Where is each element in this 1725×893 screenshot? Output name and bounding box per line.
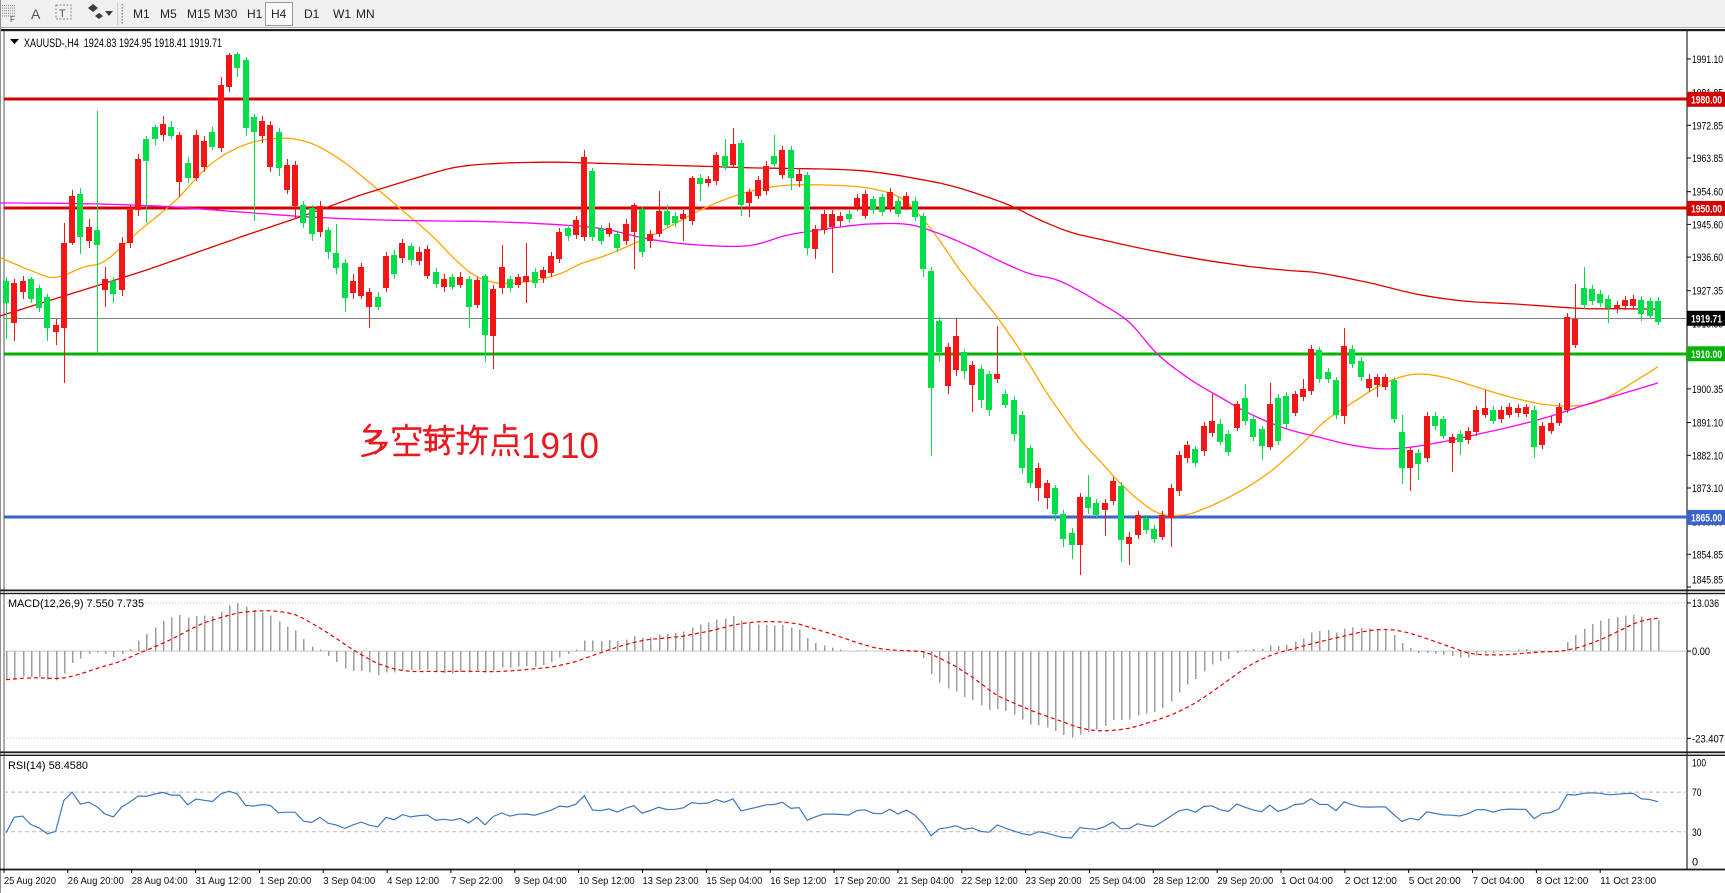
svg-text:1927.35: 1927.35 <box>1692 286 1723 298</box>
svg-text:13 Sep 23:00: 13 Sep 23:00 <box>643 875 699 887</box>
svg-text:MACD(12,26,9) 7.550 7.735: MACD(12,26,9) 7.550 7.735 <box>8 598 144 610</box>
svg-text:1936.60: 1936.60 <box>1692 252 1723 264</box>
svg-text:21 Sep 04:00: 21 Sep 04:00 <box>898 875 954 887</box>
svg-text:M30: M30 <box>214 7 238 21</box>
svg-text:1980.00: 1980.00 <box>1691 94 1722 106</box>
svg-text:29 Sep 20:00: 29 Sep 20:00 <box>1217 875 1273 887</box>
svg-text:1945.60: 1945.60 <box>1692 219 1723 231</box>
svg-text:1963.85: 1963.85 <box>1692 153 1723 165</box>
svg-text:23 Sep 20:00: 23 Sep 20:00 <box>1026 875 1082 887</box>
svg-text:70: 70 <box>1692 787 1702 799</box>
svg-text:15 Sep 04:00: 15 Sep 04:00 <box>706 875 762 887</box>
svg-text:30: 30 <box>1692 827 1702 839</box>
svg-text:2 Oct 12:00: 2 Oct 12:00 <box>1345 875 1397 887</box>
svg-text:RSI(14) 58.4580: RSI(14) 58.4580 <box>8 760 88 772</box>
svg-text:1954.60: 1954.60 <box>1692 187 1723 199</box>
svg-text:1900.35: 1900.35 <box>1692 384 1723 396</box>
svg-text:M15: M15 <box>187 7 211 21</box>
svg-text:10 Sep 12:00: 10 Sep 12:00 <box>579 875 635 887</box>
svg-text:31 Aug 12:00: 31 Aug 12:00 <box>196 875 252 887</box>
svg-text:1991.10: 1991.10 <box>1692 54 1723 66</box>
svg-text:H4: H4 <box>271 7 287 21</box>
svg-text:0: 0 <box>1692 857 1698 869</box>
svg-text:1910: 1910 <box>521 425 599 466</box>
svg-text:1891.10: 1891.10 <box>1692 418 1723 430</box>
svg-text:1 Oct 04:00: 1 Oct 04:00 <box>1281 875 1333 887</box>
svg-text:M5: M5 <box>160 7 177 21</box>
svg-text:4 Sep 12:00: 4 Sep 12:00 <box>387 875 439 887</box>
svg-text:5 Oct 20:00: 5 Oct 20:00 <box>1409 875 1461 887</box>
svg-text:1910.00: 1910.00 <box>1691 349 1722 361</box>
svg-text:1845.85: 1845.85 <box>1692 575 1723 587</box>
svg-text:W1: W1 <box>333 7 351 21</box>
svg-text:22 Sep 12:00: 22 Sep 12:00 <box>962 875 1018 887</box>
svg-text:28 Sep 12:00: 28 Sep 12:00 <box>1153 875 1209 887</box>
svg-text:100: 100 <box>1692 757 1706 769</box>
svg-text:1854.85: 1854.85 <box>1692 549 1723 561</box>
svg-text:F: F <box>10 15 15 24</box>
svg-text:26 Aug 20:00: 26 Aug 20:00 <box>68 875 124 887</box>
svg-text:7 Oct 04:00: 7 Oct 04:00 <box>1473 875 1525 887</box>
svg-text:16 Sep 12:00: 16 Sep 12:00 <box>770 875 826 887</box>
svg-text:M1: M1 <box>133 7 150 21</box>
svg-text:3 Sep 04:00: 3 Sep 04:00 <box>323 875 375 887</box>
svg-text:1865.00: 1865.00 <box>1691 512 1722 524</box>
svg-text:1882.10: 1882.10 <box>1692 450 1723 462</box>
svg-text:-23.407: -23.407 <box>1692 733 1724 745</box>
svg-text:17 Sep 20:00: 17 Sep 20:00 <box>834 875 890 887</box>
svg-text:13.036: 13.036 <box>1692 598 1719 610</box>
svg-text:T: T <box>59 8 66 20</box>
svg-text:1919.71: 1919.71 <box>1691 313 1722 325</box>
svg-text:8 Oct 12:00: 8 Oct 12:00 <box>1536 875 1588 887</box>
svg-text:MN: MN <box>356 7 375 21</box>
svg-text:25 Aug 2020: 25 Aug 2020 <box>4 875 56 887</box>
svg-text:1950.00: 1950.00 <box>1691 203 1722 215</box>
svg-text:1972.85: 1972.85 <box>1692 120 1723 132</box>
svg-text:1873.10: 1873.10 <box>1692 483 1723 495</box>
svg-text:7 Sep 22:00: 7 Sep 22:00 <box>451 875 503 887</box>
svg-text:28 Aug 04:00: 28 Aug 04:00 <box>132 875 188 887</box>
svg-text:1 Sep 20:00: 1 Sep 20:00 <box>259 875 311 887</box>
svg-text:9 Sep 04:00: 9 Sep 04:00 <box>515 875 567 887</box>
svg-text:D1: D1 <box>304 7 320 21</box>
svg-text:25 Sep 04:00: 25 Sep 04:00 <box>1090 875 1146 887</box>
svg-text:H1: H1 <box>247 7 263 21</box>
svg-text:0.00: 0.00 <box>1692 646 1710 658</box>
svg-text:A: A <box>31 6 41 22</box>
svg-text:XAUUSD-,H4 1924.83 1924.95 19: XAUUSD-,H4 1924.83 1924.95 1918.41 1919.… <box>24 36 222 50</box>
svg-text:11 Oct 23:00: 11 Oct 23:00 <box>1600 875 1656 887</box>
